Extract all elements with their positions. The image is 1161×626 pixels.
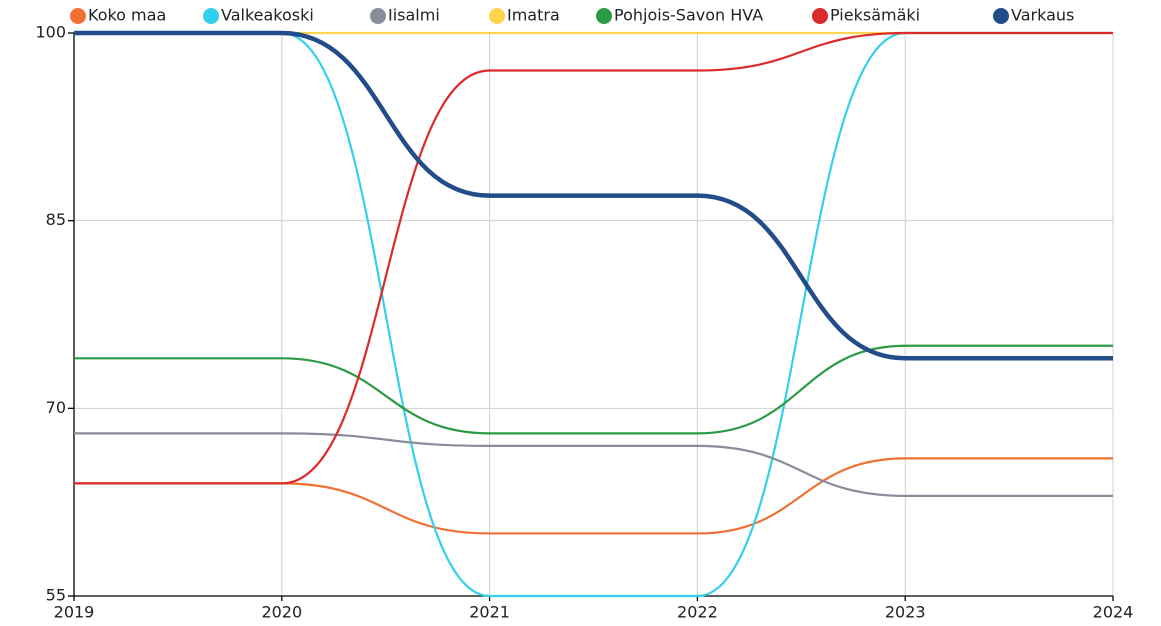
legend-marker (812, 8, 828, 24)
x-tick-label: 2020 (261, 603, 302, 622)
x-tick-label: 2024 (1093, 603, 1134, 622)
series-line (74, 30, 1113, 361)
legend-marker (70, 8, 86, 24)
x-tick-label: 2023 (885, 603, 926, 622)
x-tick-label: 2021 (469, 603, 510, 622)
y-tick-label: 85 (46, 210, 66, 229)
y-tick-label: 100 (35, 23, 66, 42)
legend-marker (489, 8, 505, 24)
series-line (74, 31, 1113, 485)
legend-label: Pieksämäki (830, 6, 920, 25)
legend-label: Valkeakoski (221, 6, 314, 25)
legend-label: Koko maa (88, 6, 166, 25)
legend-label: Iisalmi (388, 6, 440, 25)
legend-marker (203, 8, 219, 24)
y-tick-label: 70 (46, 398, 66, 417)
legend-label: Pohjois-Savon HVA (614, 6, 763, 25)
x-tick-label: 2019 (54, 603, 95, 622)
series-line (73, 344, 1113, 435)
series-line (74, 31, 1113, 598)
legend-label: Varkaus (1011, 6, 1074, 25)
legend-marker (596, 8, 612, 24)
x-tick-label: 2022 (677, 603, 718, 622)
legend-marker (993, 8, 1009, 24)
y-tick-label: 55 (46, 586, 66, 605)
series-line (73, 432, 1113, 498)
legend-marker (370, 8, 386, 24)
legend-label: Imatra (507, 6, 560, 25)
